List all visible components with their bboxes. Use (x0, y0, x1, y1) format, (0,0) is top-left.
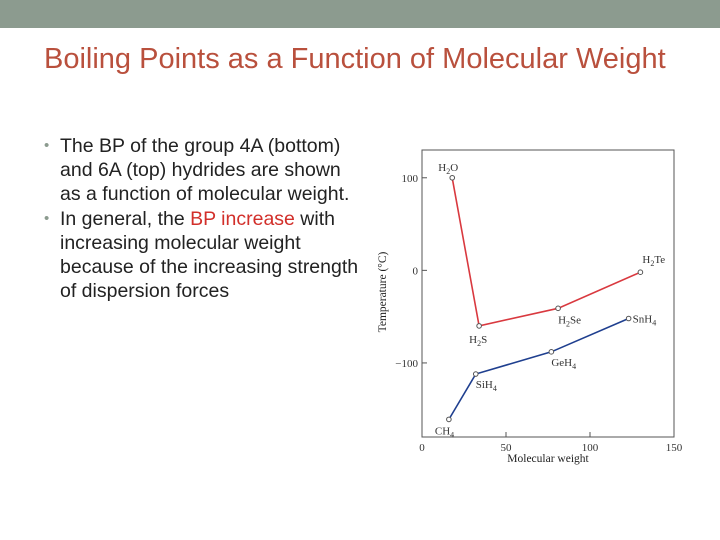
bullet-item-1: • The BP of the group 4A (bottom) and 6A… (44, 134, 364, 207)
x-tick-label: 0 (419, 442, 425, 454)
point-label: H2S (469, 334, 487, 348)
x-axis-label: Molecular weight (507, 453, 589, 465)
point-label: GeH4 (551, 357, 576, 371)
x-tick-label: 150 (666, 442, 683, 454)
bullet-text-2a: In general, the (60, 207, 191, 230)
y-tick-label: 100 (402, 173, 419, 185)
data-point (548, 349, 555, 355)
data-point (472, 371, 479, 377)
axis-ticks: 0 50 100 150 100 0 −100 (395, 173, 682, 454)
point-label: SnH4 (633, 313, 657, 327)
point-label: H2Se (558, 314, 581, 328)
bullet-text-1: The BP of the group 4A (bottom) and 6A (… (60, 135, 350, 206)
series-lines (448, 177, 641, 420)
y-tick-label: −100 (395, 358, 418, 370)
bullet-item-2: • In general, the BP increase with incre… (44, 207, 364, 304)
x-tick-label: 50 (501, 442, 513, 454)
data-point (625, 315, 632, 322)
bullet-list: • The BP of the group 4A (bottom) and 6A… (44, 134, 364, 303)
data-point (637, 269, 644, 276)
series-line-1 (451, 177, 641, 327)
data-points: H2O H2S H2Se H2Te CH4 SiH4 GeH4 SnH4 (435, 162, 665, 440)
data-point (476, 323, 482, 329)
slide-title: Boiling Points as a Function of Molecula… (44, 43, 666, 75)
data-point (555, 305, 561, 312)
bullet-icon: • (44, 209, 50, 227)
point-label: SiH4 (476, 379, 497, 393)
plot-frame (421, 149, 675, 438)
point-label: H2O (438, 162, 458, 176)
bullet-text-2b: with increasing molecular weight because… (60, 207, 359, 303)
point-label: H2Te (642, 254, 665, 268)
boiling-point-chart: 0 50 100 150 100 0 −100 H2O H2S H2Se H2Te CH4 SiH4 G… (377, 149, 683, 465)
x-tick-label: 100 (582, 442, 599, 454)
data-point (446, 416, 452, 423)
series-line-2 (448, 317, 629, 420)
top-band (0, 0, 720, 28)
point-label: CH4 (435, 425, 454, 439)
y-tick-label: 0 (413, 265, 419, 277)
data-point (449, 174, 456, 181)
bullet-highlight: BP increase (190, 207, 295, 230)
y-axis-label: Temperature (°C) (377, 251, 389, 332)
bullet-icon: • (44, 137, 50, 154)
